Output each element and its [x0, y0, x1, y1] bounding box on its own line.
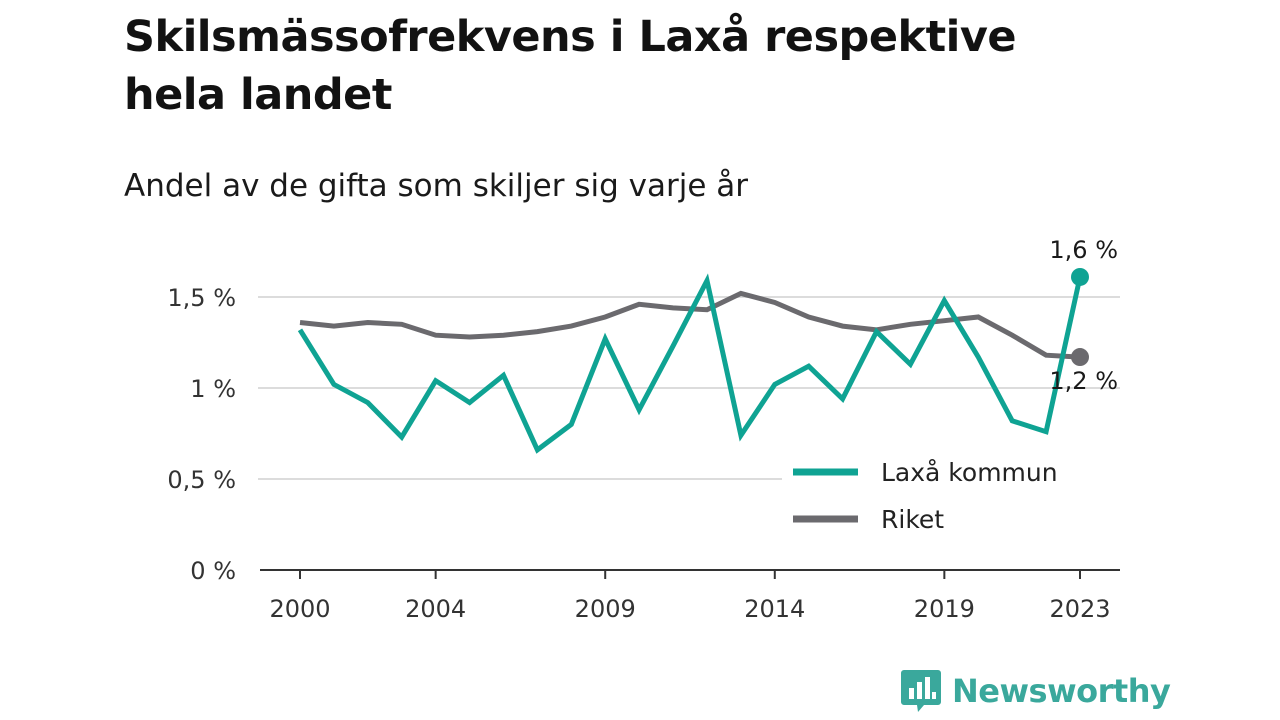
newsworthy-logo: Newsworthy [900, 668, 1171, 714]
end-value-label: 1,6 % [1049, 236, 1118, 264]
y-tick-label: 1,5 % [167, 284, 236, 312]
legend-background [782, 452, 1120, 548]
x-tick-label: 2000 [269, 595, 330, 623]
series-end-point [1071, 348, 1089, 367]
series-lines [297, 267, 1089, 454]
chart-title: Skilsmässofrekvens i Laxå respektive hel… [124, 12, 1017, 120]
newsworthy-logo-icon [901, 670, 941, 712]
x-tick-label: 2023 [1049, 595, 1110, 623]
y-tick-label: 0,5 % [167, 466, 236, 494]
y-tick-label: 1 % [190, 375, 236, 403]
x-tick-label: 2009 [575, 595, 636, 623]
series-line [297, 273, 1083, 454]
legend-label: Riket [881, 505, 944, 534]
x-tick-label: 2014 [744, 595, 805, 623]
x-tick-label: 2004 [405, 595, 466, 623]
newsworthy-logo-text: Newsworthy [952, 672, 1171, 710]
end-value-label: 1,2 % [1049, 367, 1118, 395]
legend-label: Laxå kommun [881, 458, 1058, 487]
chart-subtitle: Andel av de gifta som skiljer sig varje … [124, 168, 748, 204]
x-tick-label: 2019 [914, 595, 975, 623]
end-labels: 1,6 % 1,2 % [1049, 236, 1118, 395]
y-tick-label: 0 % [190, 557, 236, 585]
axes: 0 % 0,5 % 1 % 1,5 % 2000 2004 2009 2014 2019 2023 [167, 284, 1120, 623]
legend: Laxå kommun Riket [782, 452, 1120, 548]
series-end-point [1071, 267, 1089, 286]
series-line [299, 290, 1081, 360]
